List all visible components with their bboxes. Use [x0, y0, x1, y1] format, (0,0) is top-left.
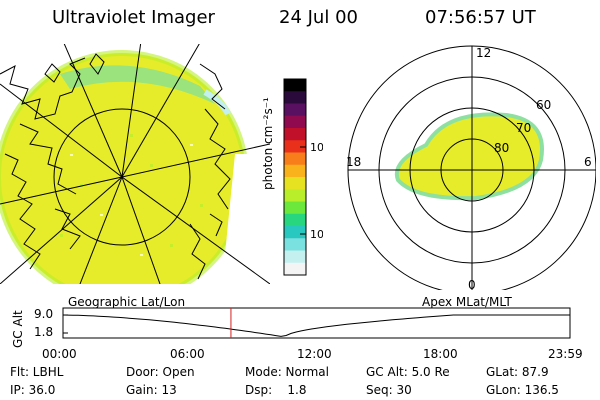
mlt-label-18: 18 [346, 155, 361, 169]
colorbar: 100 10 [283, 78, 323, 276]
status-glon: GLon: 136.5 [486, 383, 559, 397]
status-door: Door: Open [126, 365, 195, 379]
time-label: 07:56:57 UT [425, 7, 536, 28]
auroral-oval [394, 112, 544, 201]
status-glat: GLat: 87.9 [486, 365, 549, 379]
orbit-xtick-2: 12:00 [297, 347, 332, 361]
colorbar-segment [284, 152, 306, 166]
colorbar-tick-10: 10 [310, 228, 323, 241]
mlt-label-12: 12 [476, 46, 491, 60]
colorbar-segment [284, 262, 306, 276]
altitude-curve [62, 314, 570, 337]
orbit-axis-label: GC Alt [11, 310, 25, 348]
orbit-ytick-low: 1.8 [34, 325, 54, 339]
colorbar-tick-100: 100 [310, 141, 323, 154]
orbit-xtick-3: 18:00 [423, 347, 458, 361]
orbit-ytick-high: 9.0 [34, 307, 54, 321]
orbit-xtick-0: 00:00 [42, 347, 77, 361]
colorbar-segment [284, 164, 306, 178]
date-label: 24 Jul 00 [279, 7, 358, 28]
colorbar-segment [284, 115, 306, 129]
mlt-label-0: 0 [468, 278, 476, 290]
colorbar-segment [284, 140, 306, 153]
colorbar-segment [284, 189, 306, 202]
colorbar-segment [284, 103, 306, 117]
colorbar-segment [284, 177, 306, 190]
colorbar-segment [284, 91, 306, 104]
mlt-label-6: 6 [584, 155, 592, 169]
orbit-xtick-1: 06:00 [170, 347, 205, 361]
graticule [0, 44, 270, 284]
status-filter: Flt: LBHL [10, 365, 64, 379]
colorbar-segment [284, 238, 306, 251]
colorbar-unit-label: photon cm⁻²s⁻¹ [261, 97, 275, 190]
colorbar-segment [284, 226, 306, 239]
lat-label-80: 80 [494, 141, 509, 155]
colorbar-segment [284, 79, 306, 92]
colorbar-segment [284, 250, 306, 264]
polar-plot: 12 6 18 0 60 70 80 [346, 45, 596, 290]
status-dsp: Dsp: 1.8 [245, 383, 307, 397]
status-mode: Mode: Normal [245, 365, 329, 379]
status-ip: IP: 36.0 [10, 383, 56, 397]
lat-label-70: 70 [516, 121, 531, 135]
colorbar-segment [284, 128, 306, 141]
orbit-left-label: Geographic Lat/Lon [68, 295, 186, 309]
orbit-right-label: Apex MLat/MLT [422, 295, 512, 309]
orbit-xtick-4: 23:59 [548, 347, 583, 361]
instrument-title: Ultraviolet Imager [52, 7, 215, 28]
lat-label-60: 60 [536, 98, 551, 112]
status-seq: Seq: 30 [366, 383, 412, 397]
colorbar-segment [284, 213, 306, 227]
colorbar-segment [284, 201, 306, 215]
orbit-plot [62, 307, 571, 339]
status-gain: Gain: 13 [126, 383, 177, 397]
coastline-outline [0, 53, 231, 280]
status-gc-alt: GC Alt: 5.0 Re [366, 365, 450, 379]
geographic-map [0, 44, 270, 284]
